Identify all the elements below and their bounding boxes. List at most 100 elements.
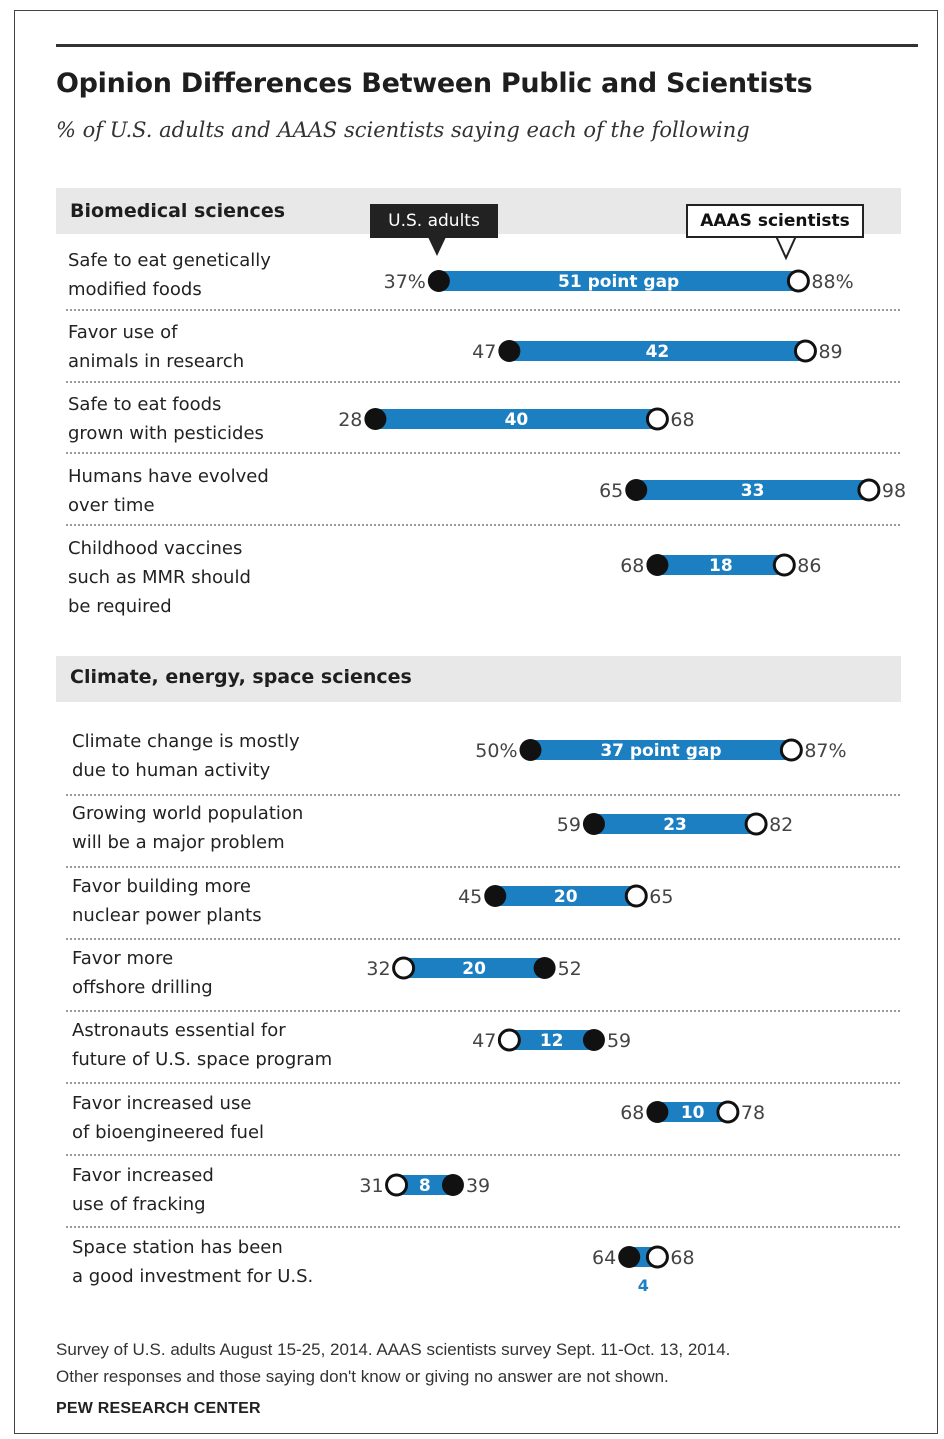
section-title-biomedical: Biomedical sciences <box>70 200 286 222</box>
row-label-line: such as MMR should <box>68 567 251 588</box>
row-label-line: future of U.S. space program <box>72 1049 333 1070</box>
adults-dot <box>618 1246 641 1268</box>
scientists-value-label: 86 <box>797 555 821 577</box>
gap-bar <box>375 409 658 429</box>
gap-bar <box>509 1030 594 1050</box>
row-label-line: Astronauts essential for <box>72 1020 286 1041</box>
adults-dot <box>364 408 387 430</box>
gap-value-label: 20 <box>462 959 486 979</box>
gap-value-label: 23 <box>663 815 687 835</box>
top-rule <box>56 44 918 47</box>
footnote: Survey of U.S. adults August 15-25, 2014… <box>56 1336 730 1390</box>
adults-dot <box>498 340 521 362</box>
row-divider <box>66 1082 900 1084</box>
adults-dot <box>519 739 542 761</box>
row-label-line: Growing world population <box>72 803 304 824</box>
row-divider <box>66 452 900 454</box>
chart-title: Opinion Differences Between Public and S… <box>56 68 813 99</box>
row-divider <box>66 1226 900 1228</box>
scientists-dot <box>716 1100 740 1124</box>
adults-dot <box>533 957 556 979</box>
scientists-dot <box>392 956 416 980</box>
section-title-climate: Climate, energy, space sciences <box>70 666 412 688</box>
scientists-value-label: 47 <box>472 1030 496 1052</box>
gap-value-label: 33 <box>741 481 765 501</box>
row-label-line: be required <box>68 596 172 617</box>
adults-value-label: 68 <box>620 1102 644 1124</box>
chart-subtitle: % of U.S. adults and AAAS scientists say… <box>56 118 750 142</box>
gap-value-label: 20 <box>554 887 578 907</box>
footnote-line-1: Survey of U.S. adults August 15-25, 2014… <box>56 1340 731 1359</box>
row-label-line: use of fracking <box>72 1194 206 1215</box>
scientists-dot <box>645 1245 669 1269</box>
row-label-line: Safe to eat genetically <box>68 250 271 271</box>
legend-callout-scientists: AAAS scientists <box>686 204 864 238</box>
adults-value-label: 65 <box>599 480 623 502</box>
gap-bar <box>530 740 792 760</box>
row-label: Favor increased use of fracking <box>72 1161 214 1219</box>
gap-bar <box>495 886 637 906</box>
row-label-line: nuclear power plants <box>72 905 262 926</box>
adults-value-label: 45 <box>458 886 482 908</box>
adults-dot <box>427 270 450 292</box>
scientists-value-label: 89 <box>818 341 842 363</box>
scientists-dot <box>857 478 881 502</box>
scientists-dot <box>645 407 669 431</box>
gap-value-label: 37 point gap <box>600 741 721 761</box>
row-label-line: Favor building more <box>72 876 251 897</box>
row-label-line: Climate change is mostly <box>72 731 300 752</box>
row-label-line: Safe to eat foods <box>68 394 222 415</box>
adults-dot <box>646 554 669 576</box>
scientists-dot <box>786 269 810 293</box>
gap-bar <box>396 1175 453 1195</box>
callout-pointer-scientists <box>774 235 798 261</box>
chart-frame <box>14 10 938 1434</box>
row-divider <box>66 381 900 383</box>
scientists-dot <box>744 812 768 836</box>
scientists-value-label: 68 <box>670 409 694 431</box>
section-band-climate <box>56 656 901 702</box>
scientists-dot <box>624 884 648 908</box>
scientists-dot <box>772 553 796 577</box>
row-label: Climate change is mostly due to human act… <box>72 727 300 785</box>
adults-value-label: 50% <box>475 740 517 762</box>
row-label-line: of bioengineered fuel <box>72 1122 265 1143</box>
gap-value-label: 12 <box>540 1031 564 1051</box>
scientists-value-label: 78 <box>741 1102 765 1124</box>
gap-value-label: 4 <box>638 1276 649 1295</box>
scientists-value-label: 65 <box>649 886 673 908</box>
row-divider <box>66 309 900 311</box>
gap-value-label: 18 <box>709 556 733 576</box>
gap-value-label: 51 point gap <box>558 272 679 292</box>
adults-dot <box>582 1029 605 1051</box>
scientists-value-label: 31 <box>359 1175 383 1197</box>
adults-value-label: 68 <box>620 555 644 577</box>
gap-bar <box>403 958 545 978</box>
row-label-line: animals in research <box>68 351 245 372</box>
scientists-value-label: 82 <box>769 814 793 836</box>
row-label-line: offshore drilling <box>72 977 213 998</box>
adults-dot <box>484 885 507 907</box>
scientists-value-label: 68 <box>670 1247 694 1269</box>
adults-dot <box>582 813 605 835</box>
row-label: Favor more offshore drilling <box>72 944 213 1002</box>
adults-value-label: 59 <box>557 814 581 836</box>
row-label: Growing world population will be a major … <box>72 799 303 857</box>
row-label: Safe to eat genetically modified foods <box>68 246 271 304</box>
row-label-line: Favor increased <box>72 1165 214 1186</box>
row-label-line: Childhood vaccines <box>68 538 243 559</box>
gap-bar <box>593 814 757 834</box>
scientists-dot <box>385 1173 409 1197</box>
row-divider <box>66 938 900 940</box>
gap-bar <box>657 555 785 575</box>
row-label: Favor increased use of bioengineered fuel <box>72 1089 264 1147</box>
adults-dot <box>646 1101 669 1123</box>
adults-value-label: 59 <box>607 1030 631 1052</box>
adults-dot <box>625 479 648 501</box>
adults-value-label: 28 <box>338 409 362 431</box>
row-label: Humans have evolved over time <box>68 462 269 520</box>
scientists-dot <box>793 339 817 363</box>
adults-dot <box>441 1174 464 1196</box>
row-label-line: due to human activity <box>72 760 271 781</box>
adults-value-label: 37% <box>384 271 426 293</box>
